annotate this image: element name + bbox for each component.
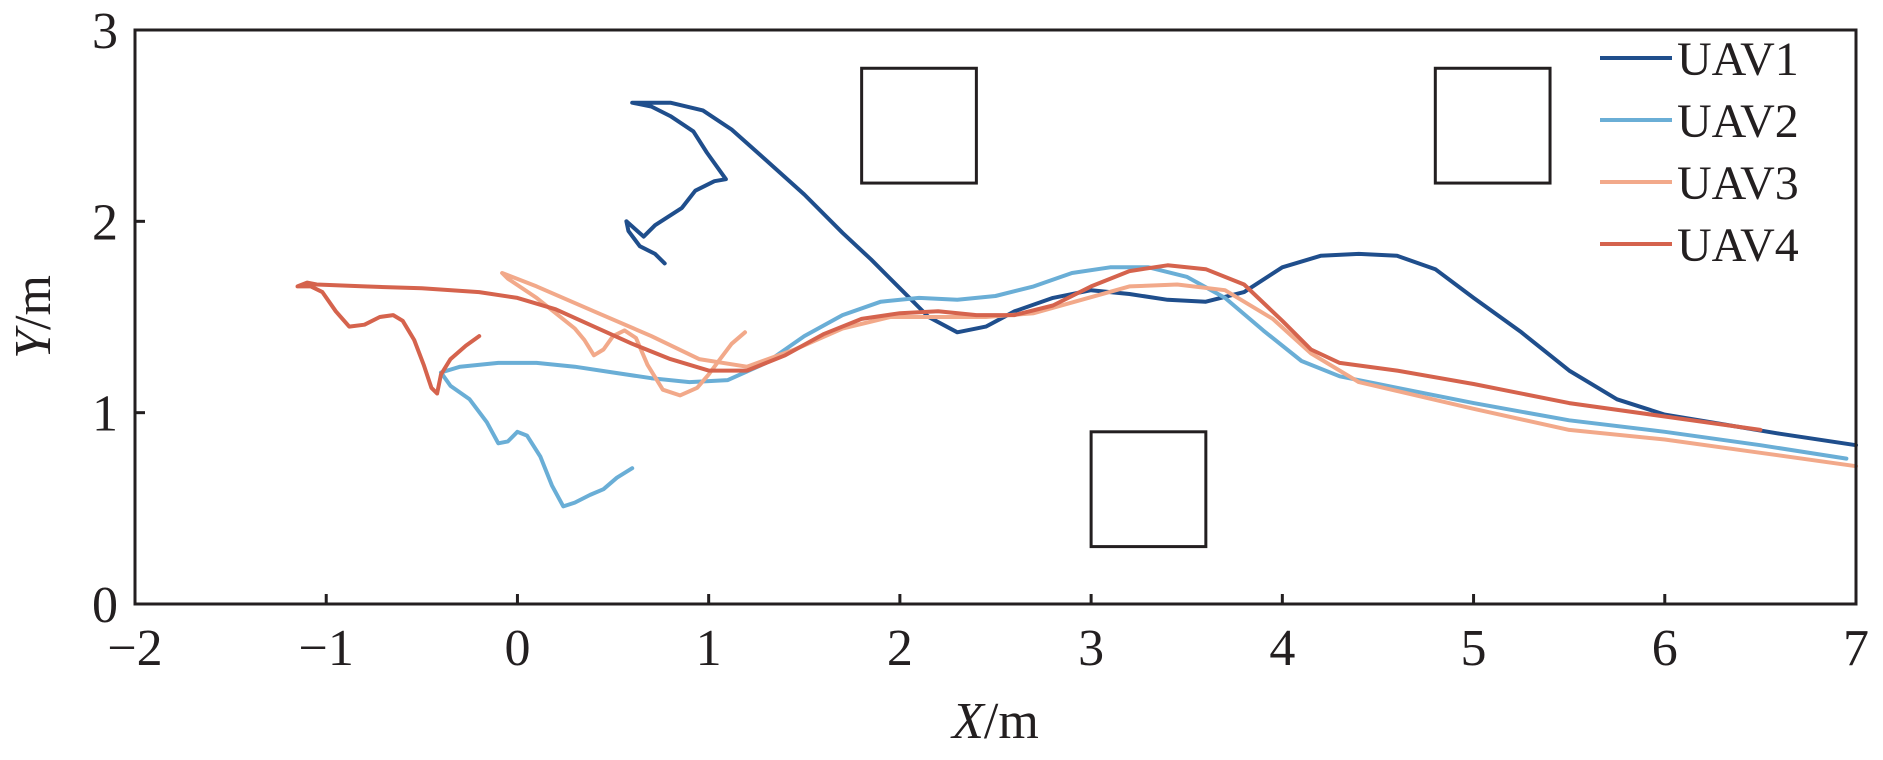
x-tick-label: −2	[107, 620, 162, 677]
legend-label-uav4: UAV4	[1677, 219, 1799, 272]
legend-label-uav3: UAV3	[1677, 157, 1799, 210]
y-tick-labels: 0 1 2 3	[92, 3, 118, 634]
legend-label-uav1: UAV1	[1677, 33, 1799, 86]
legend-label-uav2: UAV2	[1677, 95, 1799, 148]
y-tick-label: 3	[92, 3, 118, 60]
x-tick-label: 6	[1652, 620, 1678, 677]
obstacle-1	[860, 66, 978, 185]
x-tick-labels: −2 −1 0 1 2 3 4 5 6 7	[107, 620, 1869, 677]
plot-frame	[133, 28, 1858, 606]
x-tick-label: −1	[299, 620, 354, 677]
series-layer	[295, 100, 1858, 509]
obstacle-2	[1089, 430, 1208, 549]
series-line-uav1	[624, 100, 1858, 448]
x-tick-label: 2	[887, 620, 913, 677]
y-tick-label: 2	[92, 194, 118, 251]
y-tick-label: 0	[92, 577, 118, 634]
series-line-uav2	[439, 265, 1849, 509]
axis-variable: Y	[5, 325, 62, 359]
y-tick-label: 1	[92, 386, 118, 443]
x-tick-label: 1	[696, 620, 722, 677]
series-line-uav4	[295, 263, 1763, 432]
y-axis-title: Y/m	[5, 275, 62, 359]
axis-unit: /m	[5, 275, 62, 330]
legend: UAV1 UAV2 UAV3 UAV4	[1600, 33, 1799, 272]
x-tick-label: 7	[1843, 620, 1869, 677]
x-tick-label: 0	[504, 620, 530, 677]
ticks-layer	[133, 28, 1858, 606]
axis-unit: /m	[984, 693, 1039, 750]
obstacles-layer	[860, 66, 1552, 549]
axis-variable: X	[950, 693, 986, 750]
x-axis-title: X/m	[950, 693, 1039, 750]
obstacle-3	[1433, 66, 1552, 185]
series-line-uav3	[500, 271, 1858, 469]
x-tick-label: 3	[1078, 620, 1104, 677]
x-tick-label: 5	[1461, 620, 1487, 677]
x-tick-label: 4	[1269, 620, 1295, 677]
